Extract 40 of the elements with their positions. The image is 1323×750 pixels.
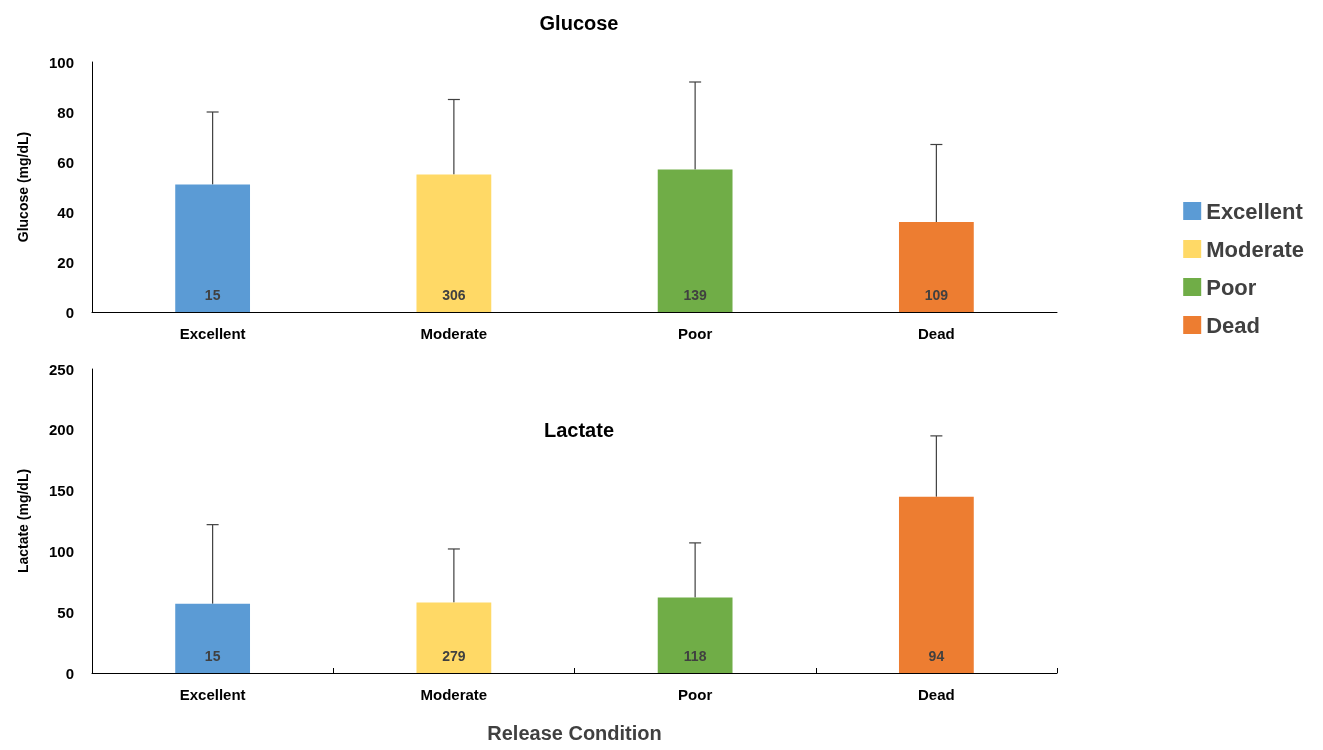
bar [898, 496, 974, 673]
bar [416, 602, 492, 673]
y-tick-label: 60 [57, 153, 74, 171]
x-tick-label: Dead [918, 325, 955, 342]
legend-label: Excellent [1206, 198, 1304, 224]
x-tick-label: Poor [678, 325, 713, 342]
x-tick-label: Poor [678, 686, 713, 703]
annotation: 94 [928, 648, 945, 664]
y-axis-title: Glucose (mg/dL) [15, 131, 31, 243]
y-tick-label: 100 [48, 542, 74, 560]
y-tick-label: 250 [48, 360, 74, 378]
annotation: 306 [442, 287, 466, 303]
bar [175, 603, 251, 673]
y-tick-label: 0 [65, 303, 74, 321]
chart-title: Glucose [539, 12, 619, 34]
bar [657, 597, 733, 673]
y-axis-title: Lactate (mg/dL) [15, 468, 31, 574]
y-tick-label: 50 [57, 603, 74, 621]
y-tick-label: 40 [57, 203, 74, 221]
annotation: 109 [924, 287, 949, 303]
x-tick-label: Excellent [179, 686, 246, 703]
annotation: 139 [683, 287, 708, 303]
y-tick-label: 20 [57, 253, 74, 271]
x-axis-title: Release Condition [487, 722, 662, 744]
annotation: 279 [442, 648, 466, 664]
text: Lactate [543, 419, 615, 441]
annotation: 118 [683, 648, 707, 664]
y-tick-label: 200 [48, 421, 74, 439]
x-tick-label: Dead [918, 686, 955, 703]
y-tick-label: 150 [48, 482, 74, 500]
y-tick-label: 0 [65, 664, 74, 682]
y-tick-label: 100 [48, 53, 74, 71]
x-tick-label: Moderate [420, 325, 488, 342]
x-tick-label: Moderate [420, 686, 488, 703]
x-tick-label: Excellent [179, 325, 246, 342]
legend-label: Moderate [1206, 236, 1304, 262]
annotation: 15 [204, 287, 221, 303]
y-tick-label: 80 [57, 103, 74, 121]
annotation: 15 [204, 648, 221, 664]
legend-label: Poor [1206, 274, 1257, 300]
